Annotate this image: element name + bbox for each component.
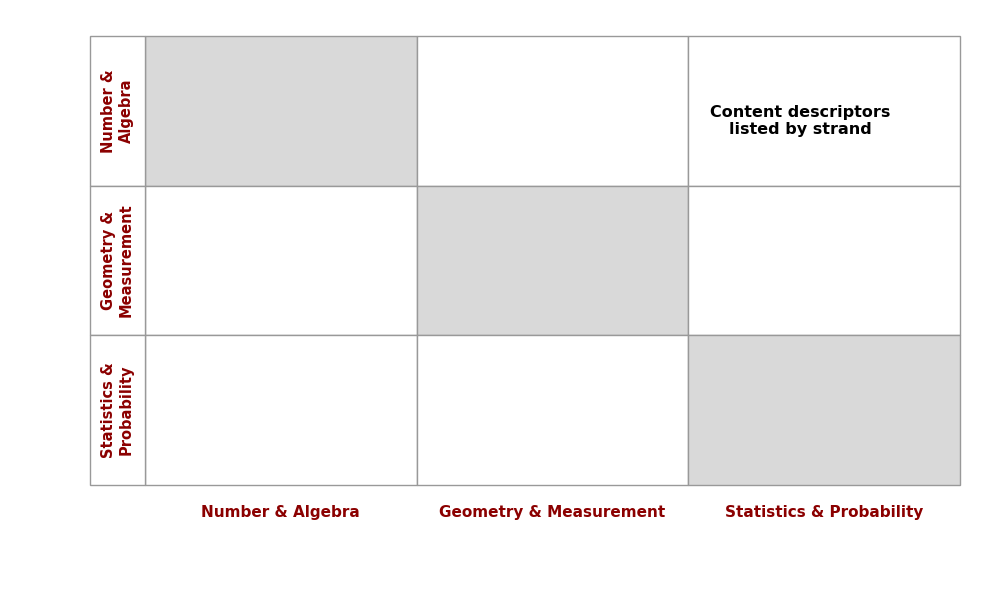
Text: Number &
Algebra: Number & Algebra bbox=[101, 69, 134, 153]
Text: Content descriptors
listed by strand: Content descriptors listed by strand bbox=[710, 105, 890, 138]
Text: Geometry & Measurement: Geometry & Measurement bbox=[439, 505, 666, 519]
Text: Number & Algebra: Number & Algebra bbox=[201, 505, 360, 519]
Text: Statistics &
Probability: Statistics & Probability bbox=[101, 362, 134, 458]
Text: Geometry &
Measurement: Geometry & Measurement bbox=[101, 204, 134, 318]
Text: Statistics & Probability: Statistics & Probability bbox=[725, 505, 923, 519]
